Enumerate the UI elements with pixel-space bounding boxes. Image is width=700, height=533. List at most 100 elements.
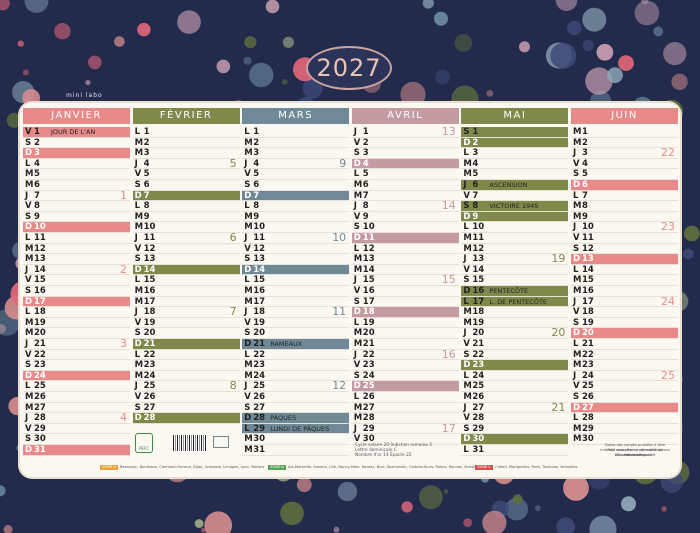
- weekday-letter: M: [463, 158, 472, 169]
- weekday-letter: L: [134, 201, 141, 212]
- day-row: [23, 212, 130, 223]
- day-number: 13: [472, 254, 485, 265]
- day-row: [461, 265, 569, 276]
- weekday-letter: M: [244, 148, 253, 159]
- day-row: [351, 127, 459, 138]
- day-number: 29: [472, 423, 485, 434]
- weekday-letter: M: [573, 137, 582, 148]
- flower: [607, 67, 623, 84]
- weekday-letter: S: [353, 370, 360, 381]
- highlighted-day-row: [461, 434, 569, 445]
- day-number: 28: [34, 413, 46, 424]
- day-row: [571, 286, 678, 297]
- day-number: 24: [582, 370, 594, 381]
- weekday-letter: L: [353, 169, 360, 180]
- day-number: 14: [362, 264, 375, 275]
- flower: [585, 67, 613, 95]
- day-number: 27: [34, 402, 46, 413]
- day-number: 24: [34, 370, 46, 381]
- weekday-letter: M: [573, 127, 582, 137]
- zone-cities: Aix-Marseille, Amiens, Lille, Nancy-Metz…: [288, 465, 484, 469]
- weekday-letter: M: [573, 423, 582, 434]
- day-number: 11: [582, 233, 594, 243]
- day-row: [242, 159, 350, 170]
- weekday-letter: M: [244, 445, 253, 455]
- day-row: [132, 297, 240, 308]
- day-row: [351, 403, 459, 414]
- day-number: 12: [472, 243, 485, 254]
- weekday-letter: V: [353, 286, 361, 296]
- day-number: 24: [362, 370, 375, 381]
- holiday-label: LUNDI DE PÂQUES: [270, 424, 330, 433]
- day-number: 7: [143, 190, 150, 201]
- weekday-letter: M: [353, 328, 363, 339]
- day-row: [351, 286, 459, 297]
- day-row: [242, 434, 350, 445]
- day-number: 14: [143, 264, 156, 275]
- day-row: [351, 244, 459, 255]
- highlighted-day-row: [132, 413, 240, 424]
- flower: [661, 506, 667, 512]
- day-row: [242, 201, 350, 212]
- weekday-letter: L: [463, 370, 469, 381]
- day-row: [132, 328, 240, 339]
- day-row: [23, 138, 130, 149]
- notice-line: Pour consulter le calendrier de l'Éducat…: [607, 448, 663, 457]
- day-number: 19: [34, 317, 46, 328]
- weekday-letter: S: [25, 360, 32, 371]
- highlighted-day-row: [132, 190, 240, 202]
- day-row: [242, 127, 350, 138]
- weekday-letter: J: [573, 222, 577, 233]
- weekday-letter: M: [463, 233, 472, 243]
- day-number: 12: [143, 243, 156, 254]
- highlighted-day-row: [23, 222, 130, 233]
- day-row: [23, 307, 130, 318]
- day-row: [351, 180, 459, 191]
- computus-line: Lettre dominicale C: [355, 448, 397, 453]
- day-number: 2: [34, 137, 40, 148]
- flower: [88, 55, 102, 70]
- highlighted-day-row: [461, 180, 569, 191]
- day-number: 22: [472, 349, 485, 360]
- day-row: [351, 148, 459, 159]
- day-row: [132, 233, 240, 244]
- day-number: 5: [472, 169, 479, 180]
- week-number: 5: [229, 156, 237, 170]
- day-number: 17: [472, 296, 485, 307]
- day-row: [132, 244, 240, 255]
- weekday-letter: S: [25, 434, 32, 445]
- weekday-letter: M: [463, 392, 472, 402]
- day-number: 4: [143, 158, 150, 169]
- flower: [618, 55, 634, 71]
- day-number: 21: [472, 339, 485, 349]
- day-row: [461, 445, 569, 456]
- weekday-letter: D: [573, 254, 581, 265]
- flower: [555, 0, 578, 11]
- day-row: [571, 233, 678, 244]
- day-row: [461, 403, 569, 414]
- weekday-letter: M: [134, 370, 144, 381]
- day-number: 5: [582, 169, 588, 180]
- day-number: 30: [253, 434, 266, 445]
- day-row: [351, 360, 459, 371]
- flower: [333, 526, 340, 533]
- flower: [454, 34, 473, 52]
- day-number: 12: [582, 243, 594, 254]
- day-number: 19: [582, 317, 594, 328]
- highlighted-day-row: [571, 254, 678, 265]
- weekday-letter: V: [353, 137, 361, 148]
- day-number: 1: [34, 127, 40, 137]
- day-row: [571, 201, 678, 212]
- weekday-letter: M: [573, 201, 582, 212]
- weekday-letter: M: [353, 402, 363, 413]
- day-row: [571, 392, 678, 403]
- weekday-letter: D: [463, 360, 471, 371]
- day-number: 18: [362, 307, 375, 318]
- flower: [556, 517, 575, 533]
- weekday-letter: L: [353, 392, 360, 402]
- day-number: 14: [582, 264, 594, 275]
- day-number: 13: [582, 254, 594, 265]
- weekday-letter: D: [134, 264, 142, 275]
- week-number: 15: [441, 273, 456, 287]
- weekday-letter: V: [244, 243, 251, 254]
